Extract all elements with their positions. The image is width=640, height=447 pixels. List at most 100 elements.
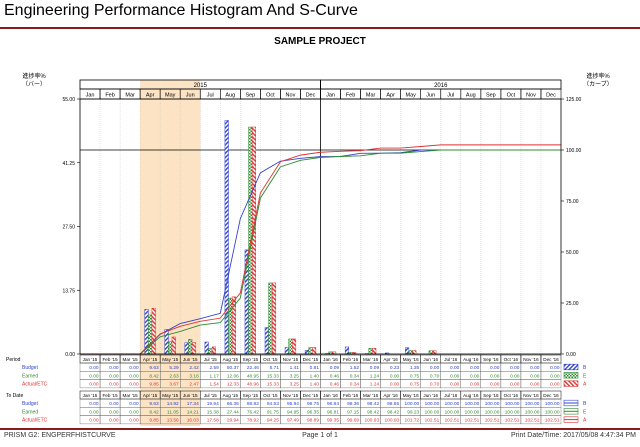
period-bar-a [372,348,377,355]
value-e: 0.00 [510,373,520,379]
value-a: 0.00 [490,382,500,388]
value-b: 0.00 [550,365,560,371]
value-b: 96.84 [327,401,339,407]
value-a: 1.40 [310,382,320,388]
category-label: Nov '15 [283,357,299,362]
year-label: 2016 [434,83,448,89]
value-e: 100.00 [525,409,540,415]
value-b: 100.00 [405,401,420,407]
value-b: 9.63 [149,365,159,371]
left-tick-label: 55.00 [62,97,75,103]
value-a: 102.51 [425,418,440,424]
report-subtitle: SAMPLE PROJECT [274,36,366,47]
month-label: Oct [266,93,275,99]
legend-code-b: B [583,365,587,371]
value-a: 1.24 [370,382,380,388]
period-bar-b [204,341,209,355]
legend-code-e: E [583,373,587,379]
value-cell [540,415,562,425]
value-e: 0.00 [550,373,560,379]
value-a: 13.56 [167,418,179,424]
category-label: Sep '15 [243,357,259,362]
value-a: 2.47 [189,382,199,388]
value-b: 100.00 [485,401,500,407]
month-label: Jan [86,93,95,99]
value-a: 98.89 [307,418,319,424]
value-a: 29.94 [227,418,239,424]
value-a: 102.51 [485,418,500,424]
value-a: 0.00 [510,382,520,388]
value-b: 0.09 [370,365,380,371]
value-a: 78.92 [247,418,259,424]
value-a: 0.00 [450,382,460,388]
period-bar-a [191,342,196,355]
month-label: Apr [386,93,395,99]
legend-code-a: A [583,418,587,424]
value-b: 0.00 [129,365,139,371]
value-b: 0.00 [109,365,119,371]
value-b: 17.34 [187,401,199,407]
category-label: Sep '16 [483,393,499,398]
category-label: Mar '16 [363,357,379,362]
category-label: Jan '16 [323,357,338,362]
value-a: 100.93 [384,418,399,424]
value-e: 0.00 [450,373,460,379]
value-e: 94.95 [287,409,299,415]
category-label: Feb '16 [343,393,359,398]
category-label: Jan '15 [83,357,98,362]
right-axis-title: 進捗率% [586,72,610,80]
value-e: 3.25 [290,373,300,379]
category-label: Aug '16 [463,393,479,398]
value-e: 27.44 [227,409,239,415]
month-label: Jul [207,93,214,99]
value-e: 0.00 [129,409,139,415]
value-e: 100.00 [425,409,440,415]
period-bar-a [151,308,156,355]
category-label: Nov '15 [283,393,299,398]
value-e: 0.00 [89,409,99,415]
value-e: 0.00 [390,373,400,379]
right-tick-label: 0.00 [566,352,576,358]
period-bar-a [251,126,257,355]
month-label: Mar [125,93,135,99]
value-e: 12.06 [227,373,239,379]
value-b: 1.41 [290,365,300,371]
value-b: 0.00 [109,401,119,407]
value-b: 100.00 [465,401,480,407]
left-tick-label: 13.75 [62,288,75,294]
value-e: 76.42 [247,409,259,415]
category-label: Jul '16 [444,393,458,398]
category-label: Jul '16 [444,357,458,362]
value-b: 98.36 [347,401,359,407]
value-b: 100.00 [445,401,460,407]
value-a: 0.75 [410,382,420,388]
footer-report-id: PRISM G2: ENGPERFHISTCURVE [4,432,116,439]
value-b: 100.00 [505,401,520,407]
value-b: 0.00 [510,365,520,371]
period-bar-b [344,346,350,355]
value-a: 48.96 [247,382,259,388]
month-label: Jul [447,93,454,99]
value-e: 2.63 [169,373,179,379]
month-label: Mar [366,93,376,99]
period-bar-a [271,282,277,355]
period-bar-e [268,282,273,355]
value-e: 99.23 [407,409,419,415]
category-label: Sep '16 [483,357,499,362]
month-label: Apr [146,93,155,99]
value-b: 94.53 [267,401,279,407]
period-label: Period [6,357,21,363]
category-label: Mar '15 [123,393,139,398]
value-b: 0.00 [490,365,500,371]
footer-page-number: Page 1 of 1 [302,432,338,439]
right-tick-label: 100.00 [566,148,582,154]
category-label: Jun '16 [423,393,438,398]
period-bar-a [291,338,297,355]
value-b: 0.23 [390,365,400,371]
right-tick-label: 75.00 [566,199,579,205]
period-bar-e [408,350,413,355]
value-a: 3.25 [290,382,300,388]
category-label: Apr '15 [143,393,158,398]
value-e: 96.35 [307,409,319,415]
